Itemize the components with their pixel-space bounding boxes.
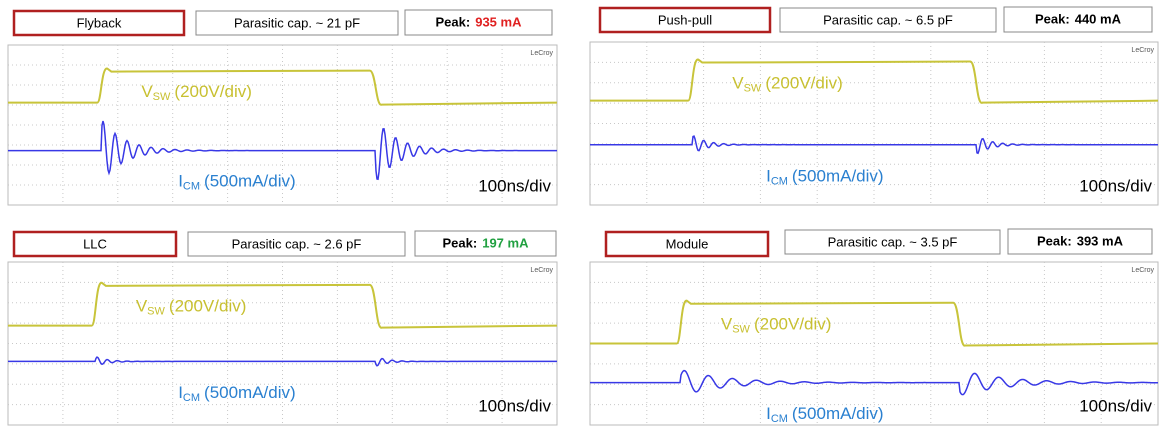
brand: LeCroy <box>1131 267 1154 274</box>
panel-label: Push-pull <box>658 12 712 27</box>
peak: Peak: 197 mA <box>443 236 530 251</box>
scope-panel: Flyback Parasitic cap. ~ 21 pF Peak: 935 mA… <box>8 10 557 205</box>
vsw-subscript: SW <box>744 82 762 94</box>
vsw-subscript: SW <box>732 323 750 335</box>
peak-value: 440 mA <box>1075 12 1122 27</box>
vsw-scale: (200V/div) <box>169 297 246 316</box>
peak: Peak: 440 mA <box>1035 12 1122 27</box>
scope-panel: Push-pull Parasitic cap. ~ 6.5 pF Peak: 440… <box>590 7 1158 205</box>
vsw-subscript: SW <box>147 306 165 318</box>
peak-label: Peak: <box>436 15 471 30</box>
peak-label: Peak: <box>443 236 478 251</box>
panel-label: LLC <box>83 236 107 251</box>
icm-scale: (500mA/div) <box>204 384 296 403</box>
parasitic-cap: Parasitic cap. ~ 3.5 pF <box>828 234 958 249</box>
icm-scale: (500mA/div) <box>204 172 296 191</box>
vsw-symbol: V <box>721 315 733 334</box>
timebase: 100ns/div <box>1079 176 1152 195</box>
timebase: 100ns/div <box>478 176 551 195</box>
icm-subscript: CM <box>771 413 788 425</box>
timebase: 100ns/div <box>1079 396 1152 415</box>
parasitic-cap: Parasitic cap. ~ 2.6 pF <box>232 236 362 251</box>
parasitic-cap: Parasitic cap. ~ 6.5 pF <box>823 12 953 27</box>
peak: Peak: 393 mA <box>1037 234 1124 249</box>
parasitic-cap: Parasitic cap. ~ 21 pF <box>234 15 360 30</box>
brand: LeCroy <box>1131 47 1154 54</box>
icm-subscript: CM <box>183 392 200 404</box>
vsw-scale: (200V/div) <box>174 82 251 101</box>
panel-label: Module <box>666 236 709 251</box>
brand: LeCroy <box>530 50 553 57</box>
scope-panel: Module Parasitic cap. ~ 3.5 pF Peak: 393 mA… <box>590 229 1158 425</box>
peak-value: 197 mA <box>482 236 529 251</box>
scope-panel: LLC Parasitic cap. ~ 2.6 pF Peak: 197 mA VSW… <box>8 231 557 425</box>
vsw-subscript: SW <box>153 91 171 103</box>
icm-scale: (500mA/div) <box>792 405 884 424</box>
vsw-symbol: V <box>141 82 153 101</box>
icm-subscript: CM <box>183 181 200 193</box>
peak: Peak: 935 mA <box>436 15 523 30</box>
icm-subscript: CM <box>771 175 788 187</box>
peak-value: 393 mA <box>1077 234 1124 249</box>
vsw-symbol: V <box>732 74 744 93</box>
vsw-symbol: V <box>136 297 148 316</box>
peak-label: Peak: <box>1035 12 1070 27</box>
timebase: 100ns/div <box>478 396 551 415</box>
brand: LeCroy <box>530 267 553 274</box>
panel-label: Flyback <box>77 15 122 30</box>
peak-value: 935 mA <box>475 15 522 30</box>
peak-label: Peak: <box>1037 234 1072 249</box>
figure: Flyback Parasitic cap. ~ 21 pF Peak: 935 mA… <box>0 0 1161 428</box>
vsw-scale: (200V/div) <box>765 74 842 93</box>
icm-scale: (500mA/div) <box>792 167 884 186</box>
vsw-scale: (200V/div) <box>754 315 831 334</box>
